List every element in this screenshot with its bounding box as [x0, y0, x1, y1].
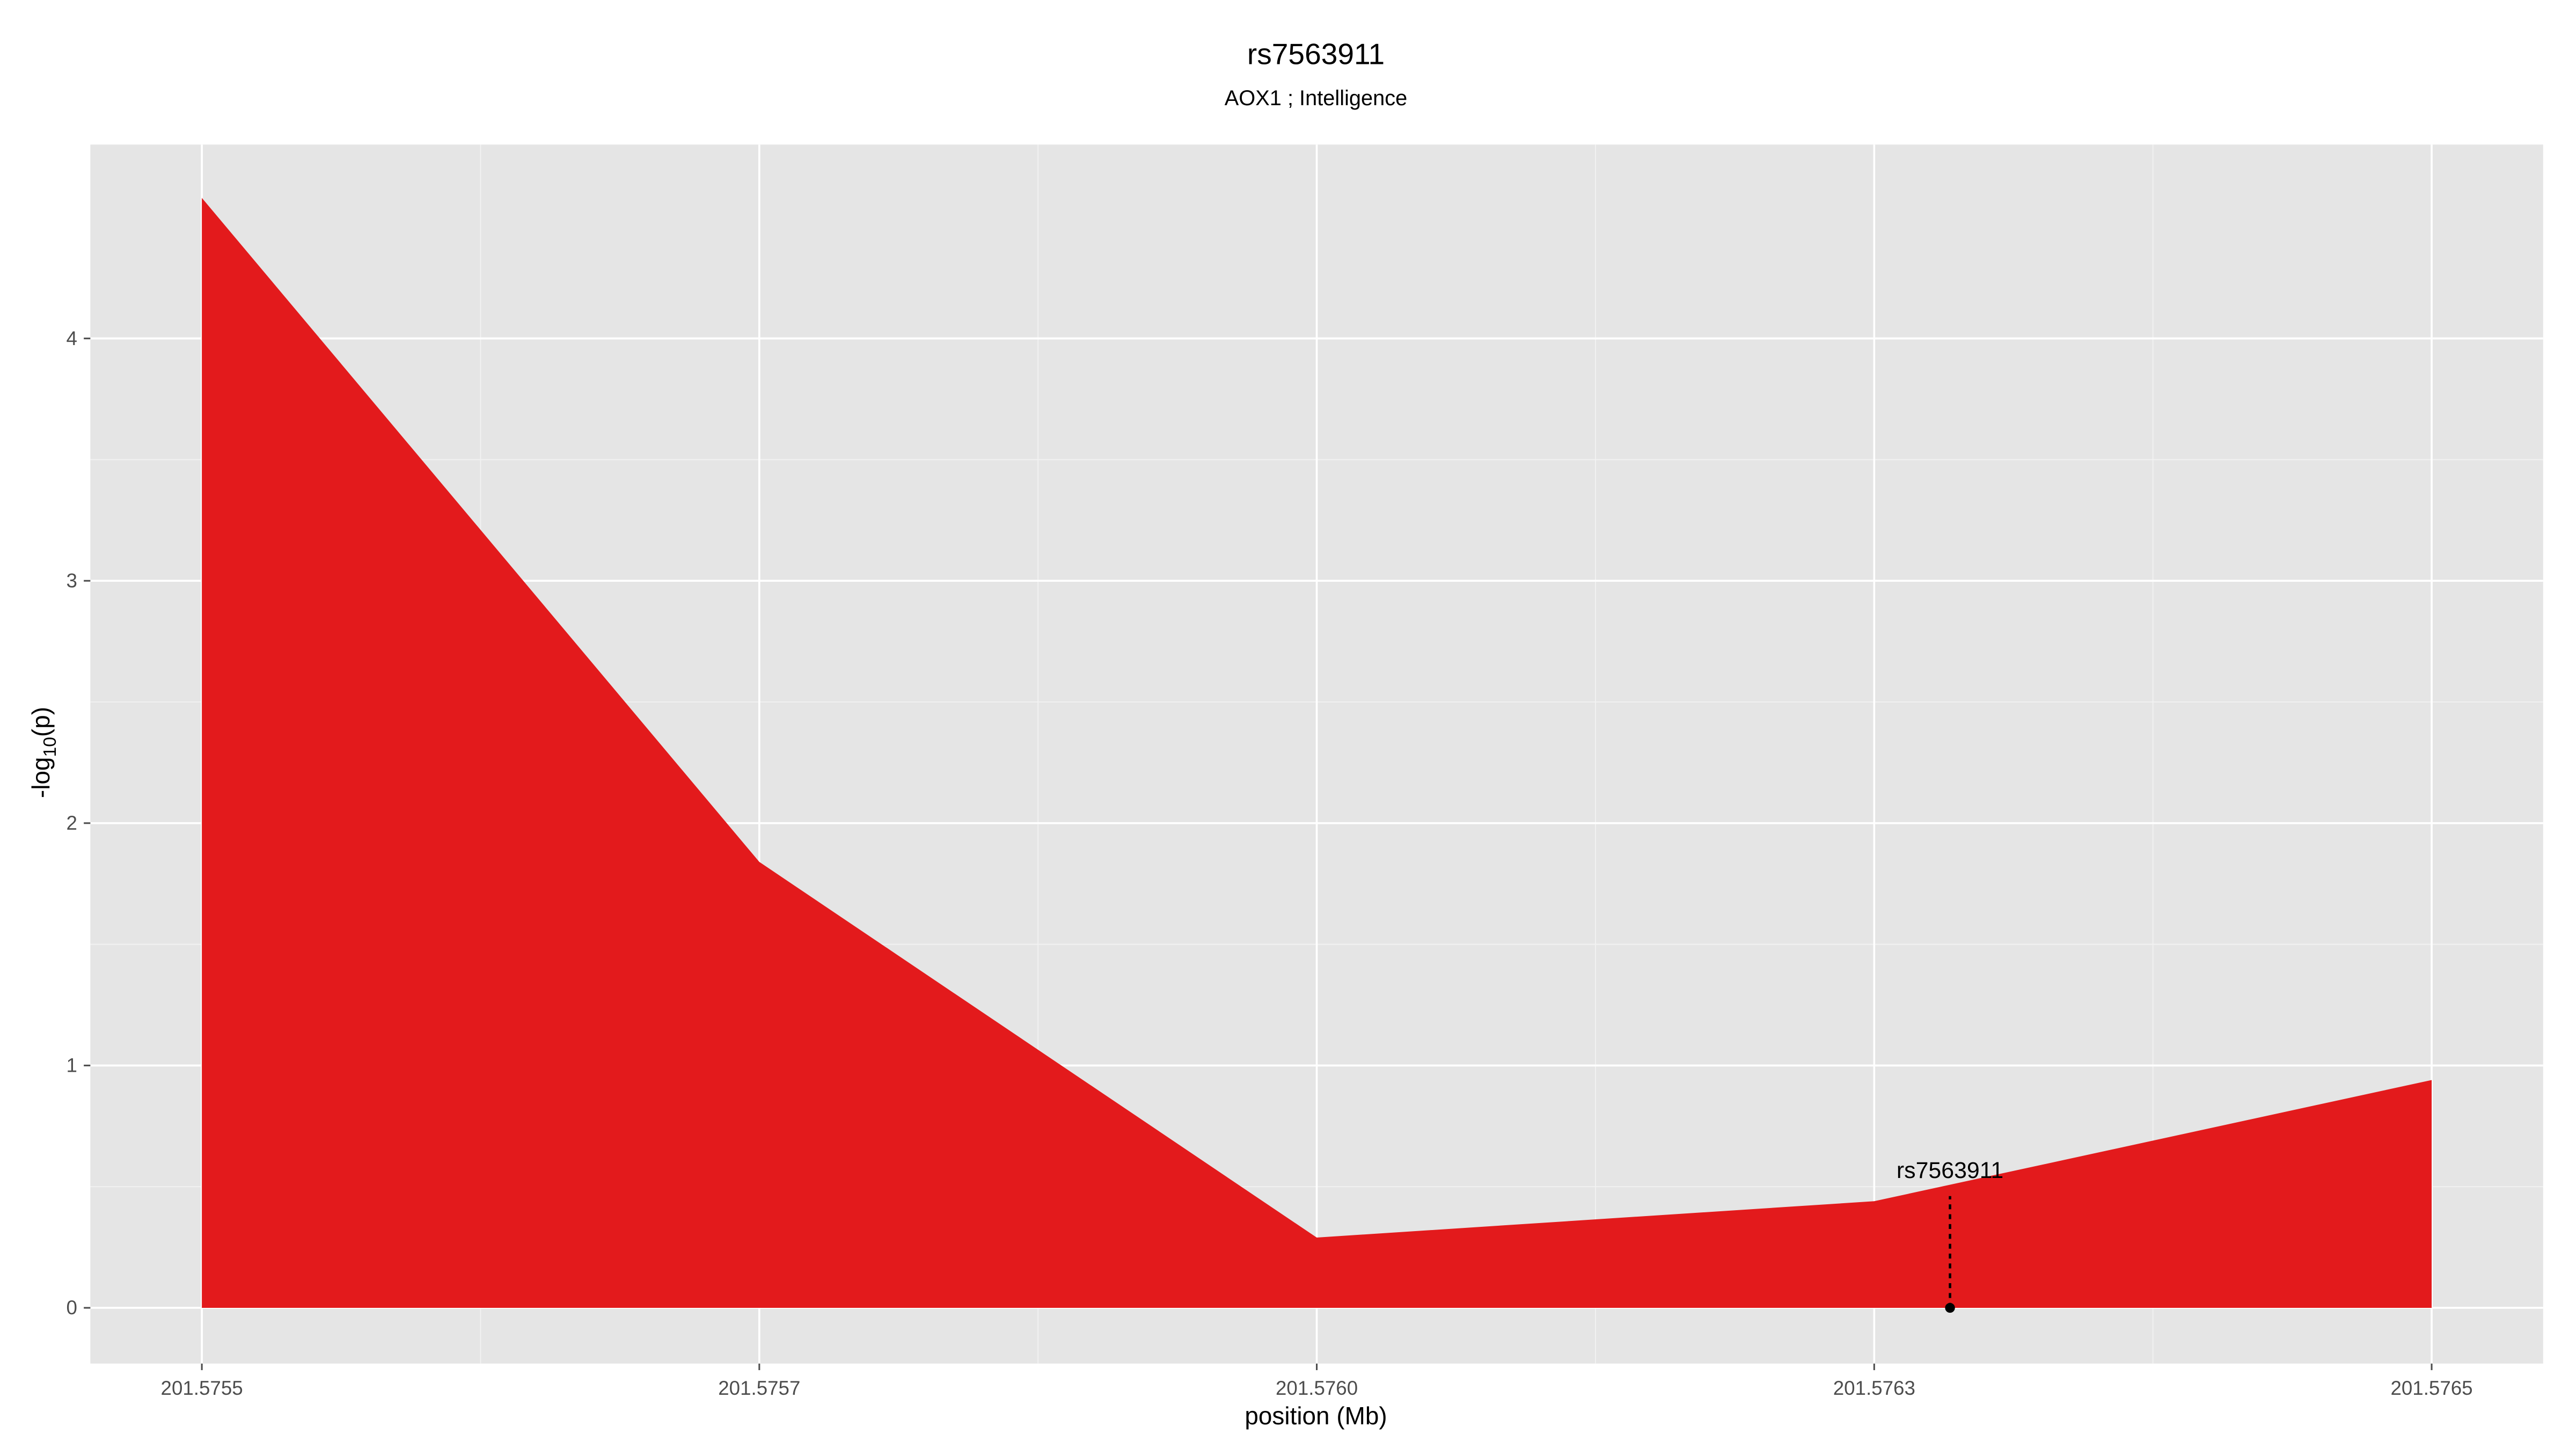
x-tick-label: 201.5755 [161, 1377, 243, 1399]
y-tick-label: 0 [66, 1297, 77, 1319]
area [202, 197, 2432, 1308]
y-axis-title-suffix: (p) [27, 707, 55, 737]
x-tick-label: 201.5760 [1276, 1377, 1358, 1399]
chart-subtitle: AOX1 ; Intelligence [1225, 86, 1408, 110]
annotation-point [1945, 1302, 1955, 1313]
x-tick-label: 201.5765 [2390, 1377, 2472, 1399]
y-axis-title-subscript: 10 [40, 737, 60, 757]
y-axis-title: -log10(p) [27, 707, 60, 798]
y-tick-label: 1 [66, 1055, 77, 1077]
y-tick-label: 4 [66, 327, 77, 349]
y-axis-title-text: -log [27, 757, 55, 799]
x-tick-label: 201.5757 [718, 1377, 800, 1399]
x-axis-title: position (Mb) [1245, 1402, 1387, 1430]
chart-title: rs7563911 [1247, 37, 1385, 70]
y-tick-label: 2 [66, 812, 77, 834]
y-tick-label: 3 [66, 569, 77, 591]
annotation-label: rs7563911 [1897, 1158, 2003, 1183]
x-tick-label: 201.5763 [1833, 1377, 1915, 1399]
